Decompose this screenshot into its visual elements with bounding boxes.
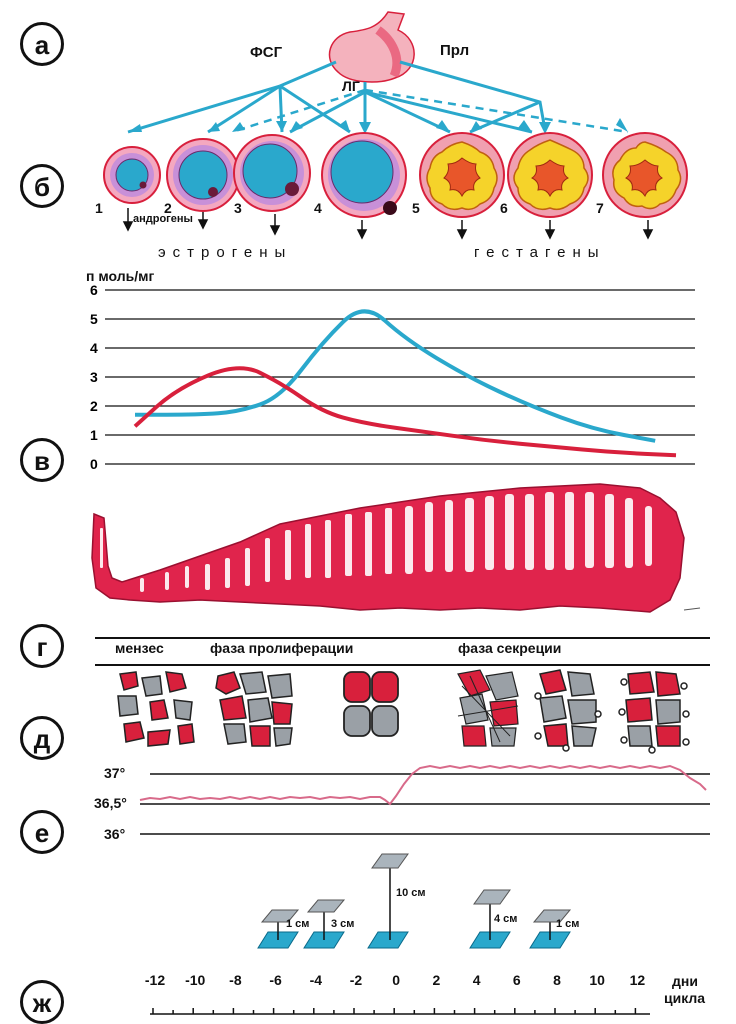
cells-mid-secretion — [534, 669, 602, 752]
mucus-plate-minus6 — [257, 909, 300, 949]
gestagens-label: гестагены — [474, 244, 606, 261]
cells-late-proliferation — [343, 671, 399, 737]
phase-menses: мензес — [115, 640, 164, 656]
day-tick-label: 4 — [472, 972, 481, 988]
mucus-label-1: 1 см — [286, 918, 310, 930]
hormone-arrows — [127, 60, 547, 134]
temperature-chart — [139, 764, 710, 835]
day-tick-label: -6 — [269, 972, 282, 988]
endometrium-diagram — [91, 483, 701, 613]
follicle-1 — [103, 146, 161, 204]
mucus-label-2: 3 см — [331, 918, 355, 930]
cells-menses — [117, 671, 195, 747]
series-1 — [134, 301, 656, 443]
prl-label: Прл — [440, 42, 470, 59]
mucus-label-5: 1 см — [556, 918, 580, 930]
series-2 — [133, 362, 677, 458]
follicle-4 — [321, 132, 407, 218]
y-tick-label: 2 — [90, 398, 98, 414]
secretion-arrows — [122, 208, 654, 240]
panel-letter-d: д — [20, 716, 64, 760]
y-axis-label: п моль/мг — [86, 268, 155, 284]
corpus-luteum-6 — [507, 132, 593, 218]
panel-letter-a: а — [20, 22, 64, 66]
phase-line-top — [95, 637, 710, 639]
mucus-plate-minus4 — [303, 899, 346, 949]
lh-label: ЛГ — [342, 78, 360, 94]
y-tick-label: 6 — [90, 282, 98, 298]
y-tick-label: 4 — [90, 340, 98, 356]
day-tick-label: -8 — [229, 972, 242, 988]
follicle-number-4: 4 — [314, 200, 322, 216]
follicle-3 — [233, 134, 311, 212]
y-tick-label: 5 — [90, 311, 98, 327]
mucus-label-3: 10 см — [396, 887, 426, 899]
days-label-1: дни — [672, 973, 698, 989]
follicle-number-6: 6 — [500, 200, 508, 216]
cytology-diagram — [117, 669, 690, 754]
phase-secretion: фаза секреции — [458, 640, 562, 656]
follicle-number-7: 7 — [596, 200, 604, 216]
corpus-luteum-7 — [602, 132, 688, 218]
panel-letter-e: е — [20, 810, 64, 854]
day-tick-label: 2 — [432, 972, 441, 988]
follicle-number-5: 5 — [412, 200, 420, 216]
cells-late-secretion — [618, 671, 690, 754]
pituitary-gland — [328, 11, 415, 83]
hormone-chart: 6 5 4 3 2 1 0 — [90, 282, 695, 472]
temp-tick-36: 36° — [104, 826, 126, 842]
day-axis — [150, 1008, 650, 1015]
mucus-label-4: 4 см — [494, 913, 518, 925]
mucus-plate-4 — [469, 889, 511, 949]
series-line — [135, 309, 656, 443]
y-tick-label: 0 — [90, 456, 98, 472]
follicle-number-2: 2 — [164, 200, 172, 216]
day-tick-label: 0 — [392, 972, 401, 988]
follicle-number-1: 1 — [95, 200, 103, 216]
fsh-label: ФСГ — [250, 44, 283, 61]
follicle-number-3: 3 — [234, 200, 242, 216]
mucus-diagram — [257, 853, 572, 949]
panel-letter-g: г — [20, 624, 64, 668]
temp-tick-37: 37° — [104, 765, 126, 781]
phase-line-bottom — [95, 664, 710, 666]
day-tick-label: -2 — [349, 972, 363, 988]
phase-proliferation: фаза пролиферации — [210, 640, 354, 656]
day-tick-label: -10 — [185, 972, 206, 988]
temp-tick-36-5: 36,5° — [94, 795, 127, 811]
day-tick-label: -12 — [144, 972, 166, 988]
androgens-label: андрогены — [133, 213, 193, 225]
day-tick-label: 12 — [629, 972, 646, 988]
day-tick-label: 6 — [512, 972, 521, 988]
cells-early-proliferation — [215, 671, 293, 747]
day-tick-label: 10 — [589, 972, 605, 988]
mucus-plate-8 — [529, 909, 572, 949]
follicle-2 — [166, 138, 240, 212]
days-label-2: цикла — [664, 990, 706, 1006]
y-tick-label: 3 — [90, 369, 98, 385]
mucus-plate-0 — [367, 853, 409, 949]
panel-letter-zh: ж — [20, 980, 64, 1024]
estrogens-label: эстрогены — [158, 244, 293, 261]
pituitary-ovary-diagram — [103, 11, 688, 240]
panel-letter-b: б — [20, 164, 64, 208]
corpus-luteum-5 — [419, 132, 505, 218]
y-tick-label: 1 — [90, 427, 98, 443]
cells-early-secretion — [457, 669, 519, 747]
day-tick-label: 8 — [553, 972, 561, 988]
series-line — [133, 366, 677, 458]
panel-letter-v: в — [20, 438, 64, 482]
day-tick-label: -4 — [309, 972, 323, 988]
